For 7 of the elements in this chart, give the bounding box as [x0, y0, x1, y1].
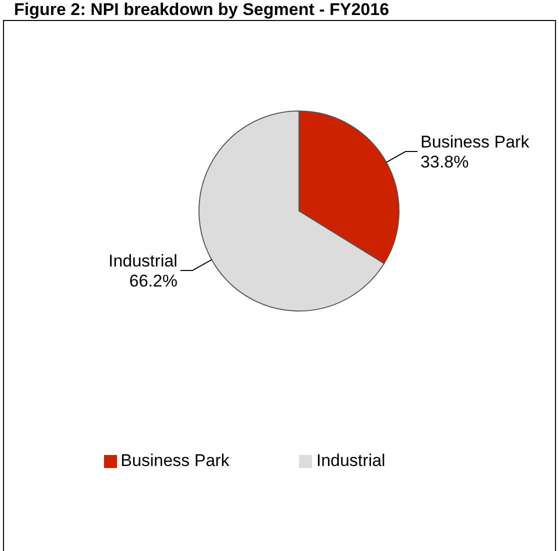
legend-label: Business Park [120, 451, 230, 470]
slice-label: Industrial [108, 251, 178, 270]
legend-label: Industrial [316, 451, 386, 470]
data-label: 33.8% [420, 152, 469, 172]
chart-title: Figure 2: NPI breakdown by Segment - FY2016 [13, 0, 390, 20]
data-label: 66.2% [129, 271, 178, 290]
slice-label: Business Park [420, 132, 530, 152]
